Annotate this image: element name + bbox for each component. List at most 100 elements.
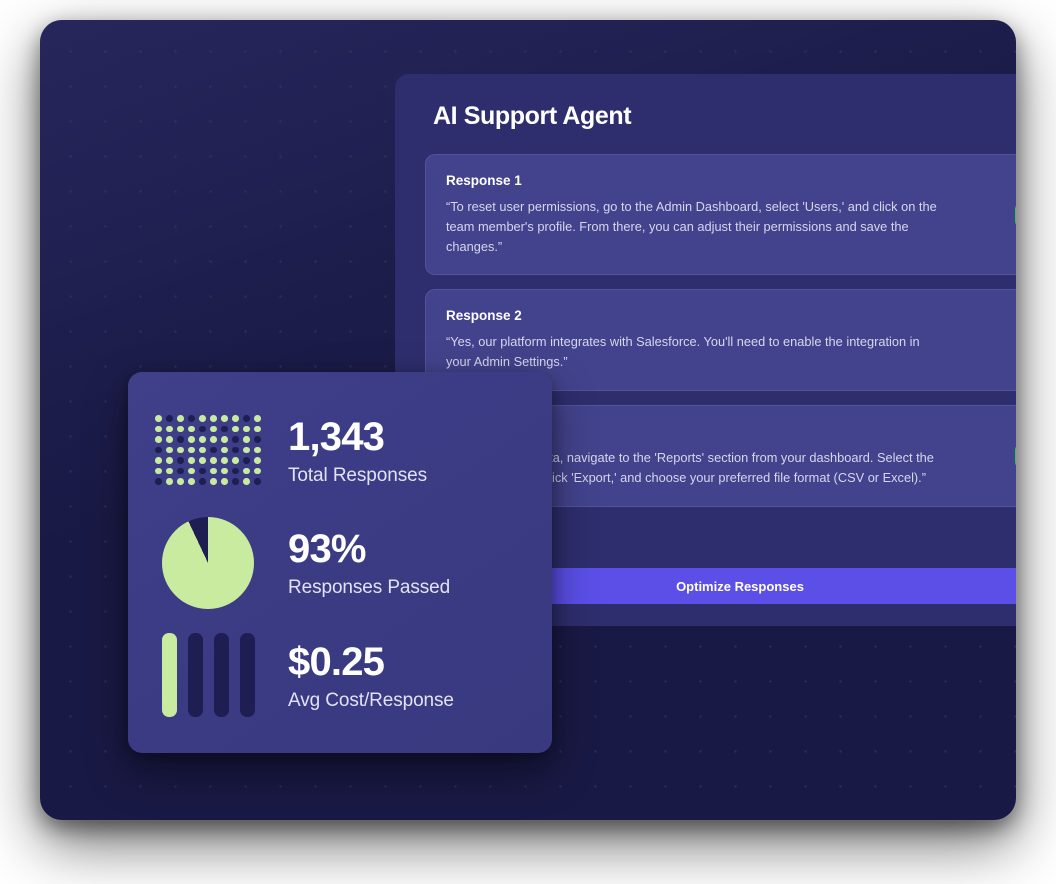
dot-matrix-cell xyxy=(232,436,239,443)
dot-matrix-cell xyxy=(177,446,184,454)
dot-matrix-cell xyxy=(210,414,217,422)
dot-matrix-cell xyxy=(188,478,195,486)
bar-chart-bar xyxy=(239,633,255,717)
dot-matrix-cell xyxy=(243,436,250,443)
dot-matrix-cell xyxy=(232,457,239,464)
dot-matrix-cell xyxy=(177,414,184,422)
dot-matrix-cell xyxy=(188,457,195,464)
dot-matrix-cell xyxy=(155,467,162,475)
dot-matrix-cell xyxy=(155,478,162,486)
dot-matrix-cell xyxy=(155,446,162,454)
dot-matrix-cell xyxy=(210,425,217,433)
stat-value: 1,343 xyxy=(288,414,385,459)
dot-matrix-cell xyxy=(199,478,206,486)
stat-label: Total Responses xyxy=(288,464,427,486)
dot-matrix-cell xyxy=(188,446,195,454)
dot-matrix-cell xyxy=(199,425,206,433)
response-card-1[interactable]: Response 1 “To reset user permissions, g… xyxy=(425,154,1016,276)
dot-matrix-cell xyxy=(243,457,250,464)
response-text: “Yes, our platform integrates with Sales… xyxy=(446,334,920,370)
dot-matrix-chart-icon xyxy=(154,414,262,486)
dot-matrix-cell xyxy=(254,425,261,433)
dot-matrix-cell xyxy=(243,446,250,454)
dot-matrix-cell xyxy=(232,478,239,486)
dot-matrix-cell xyxy=(188,414,195,422)
status-badge-passed: Passed xyxy=(1015,202,1016,227)
stat-responses-passed: 93% Responses Passed xyxy=(154,507,526,619)
bar-chart-bar xyxy=(187,633,203,717)
dot-matrix-cell xyxy=(232,425,239,433)
dot-matrix-cell xyxy=(221,478,228,486)
dot-matrix-cell xyxy=(177,457,184,464)
dot-matrix-cell xyxy=(254,478,261,486)
dot-matrix-grid xyxy=(155,414,261,486)
stat-value: $0.25 xyxy=(288,639,385,684)
dot-matrix-cell xyxy=(199,467,206,475)
pie-chart-icon xyxy=(154,516,262,609)
dot-matrix-cell xyxy=(243,425,250,433)
dot-matrix-cell xyxy=(210,446,217,454)
stats-summary-card: 1,343 Total Responses 93% Responses Pass… xyxy=(128,372,552,753)
dot-matrix-cell xyxy=(221,425,228,433)
response-title: Response 2 xyxy=(446,308,522,324)
dot-matrix-cell xyxy=(155,414,162,422)
stat-label: Avg Cost/Response xyxy=(288,689,454,711)
response-title: Response 1 xyxy=(446,173,522,188)
dot-matrix-cell xyxy=(254,446,261,454)
bar-chart-bar xyxy=(213,633,229,717)
dot-matrix-cell xyxy=(166,457,173,464)
dot-matrix-cell xyxy=(177,478,184,486)
dot-matrix-cell xyxy=(210,467,217,475)
dot-matrix-cell xyxy=(210,478,217,486)
dot-matrix-cell xyxy=(166,467,173,475)
bar-chart-bar xyxy=(161,633,177,717)
dot-matrix-cell xyxy=(243,478,250,486)
dot-matrix-cell xyxy=(166,425,173,433)
dot-matrix-cell xyxy=(166,436,173,443)
bar-chart xyxy=(161,633,255,717)
dot-matrix-cell xyxy=(166,414,173,422)
dot-matrix-cell xyxy=(210,436,217,443)
dot-matrix-cell xyxy=(166,478,173,486)
bar-chart-icon xyxy=(154,633,262,717)
dot-matrix-cell xyxy=(243,467,250,475)
dot-matrix-cell xyxy=(221,436,228,443)
dot-matrix-cell xyxy=(254,436,261,443)
dot-matrix-cell xyxy=(177,436,184,443)
dot-matrix-cell xyxy=(199,446,206,454)
dot-matrix-cell xyxy=(221,414,228,422)
dot-matrix-cell xyxy=(221,467,228,475)
dot-matrix-cell xyxy=(254,414,261,422)
stat-avg-cost: $0.25 Avg Cost/Response xyxy=(154,619,526,731)
stat-text: 93% Responses Passed xyxy=(288,526,450,599)
stat-total-responses: 1,343 Total Responses xyxy=(154,394,526,506)
dot-matrix-cell xyxy=(199,414,206,422)
response-text: “To reset user permissions, go to the Ad… xyxy=(446,199,937,254)
dot-matrix-cell xyxy=(188,467,195,475)
dot-matrix-cell xyxy=(155,436,162,443)
dot-matrix-cell xyxy=(155,457,162,464)
stat-label: Responses Passed xyxy=(288,577,451,598)
stat-text: $0.25 Avg Cost/Response xyxy=(288,639,454,712)
response-list: Response 1 “To reset user permissions, g… xyxy=(395,154,1016,507)
dot-matrix-cell xyxy=(221,446,228,454)
dot-matrix-cell xyxy=(177,425,184,433)
pie-chart xyxy=(162,516,254,609)
dot-matrix-cell xyxy=(177,467,184,475)
dot-matrix-cell xyxy=(188,425,195,433)
response-card-2[interactable]: Response 2 “Yes, our platform integrates… xyxy=(425,289,1016,392)
stat-value: 93% xyxy=(288,527,366,571)
dot-matrix-cell xyxy=(210,457,217,464)
dot-matrix-cell xyxy=(254,467,261,475)
status-badge-passed: Passed xyxy=(1015,443,1016,468)
dot-matrix-cell xyxy=(232,414,239,422)
dot-matrix-cell xyxy=(199,436,206,443)
dot-matrix-cell xyxy=(199,457,206,464)
page-title: AI Support Agent xyxy=(433,102,632,130)
dot-matrix-cell xyxy=(254,457,261,464)
dot-matrix-cell xyxy=(243,414,250,422)
dot-matrix-cell xyxy=(166,446,173,454)
dot-matrix-cell xyxy=(232,446,239,454)
dot-matrix-cell xyxy=(188,436,195,443)
